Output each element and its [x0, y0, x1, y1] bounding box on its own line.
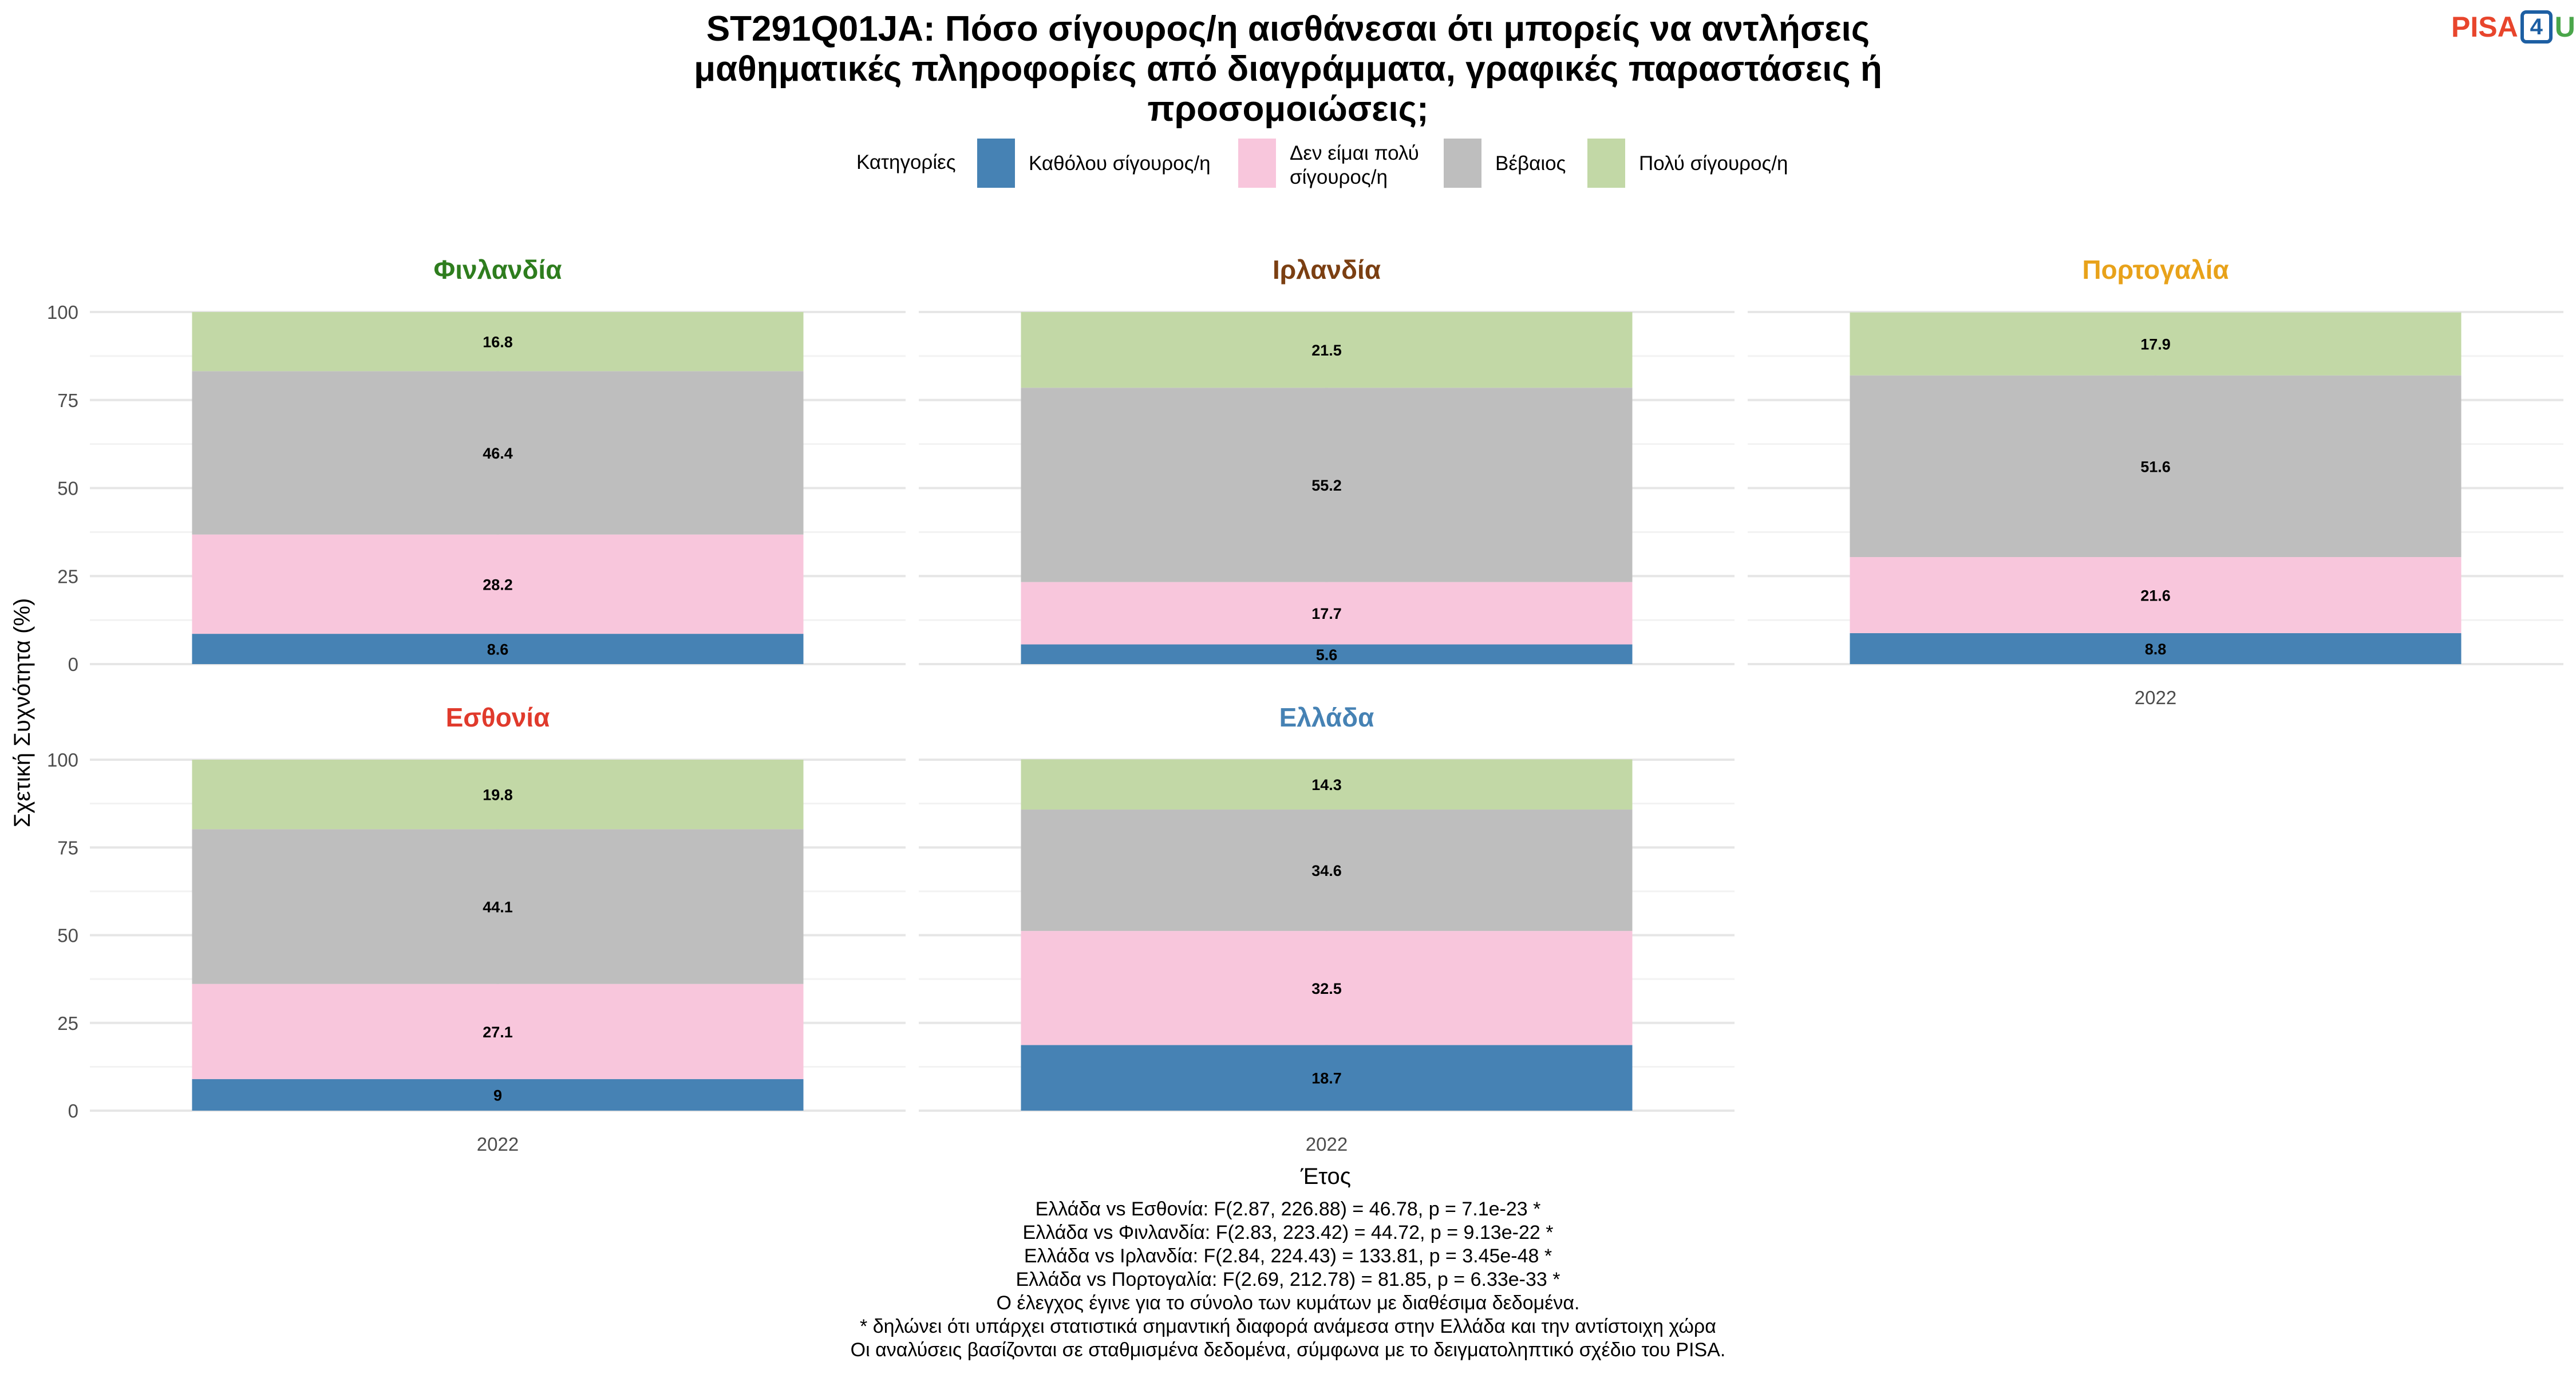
- legend-title: Κατηγορίες: [856, 151, 956, 173]
- panel-title: Πορτογαλία: [2082, 255, 2229, 285]
- bar-segment: [1850, 557, 2462, 633]
- footnote-line-7: Οι αναλύσεις βασίζονται σε σταθμισμένα δ…: [850, 1339, 1726, 1361]
- data-label: 51.6: [2140, 458, 2171, 475]
- y-tick-label: 75: [57, 390, 78, 411]
- bar-segment: [192, 984, 804, 1079]
- y-tick-label: 75: [57, 837, 78, 858]
- legend-swatch: [977, 139, 1015, 188]
- data-label: 18.7: [1311, 1070, 1342, 1087]
- legend-label: Καθόλου σίγουρος/η: [1029, 152, 1211, 175]
- data-label: 19.8: [483, 787, 513, 804]
- y-axis-title: Σχετική Συχνότητα (%): [10, 598, 35, 828]
- data-label: 27.1: [483, 1024, 513, 1041]
- x-axis-title: Έτος: [1300, 1164, 1351, 1189]
- data-label: 32.5: [1311, 980, 1342, 997]
- panel-title: Φινλανδία: [434, 255, 562, 285]
- chart-title: ST291Q01JA: Πόσο σίγουρος/η αισθάνεσαι ό…: [429, 9, 2147, 129]
- legend-swatch: [1238, 139, 1276, 188]
- data-label: 5.6: [1316, 646, 1338, 664]
- footnote-line-2: Ελλάδα vs Φινλανδία: F(2.83, 223.42) = 4…: [1022, 1222, 1554, 1243]
- y-tick-label: 0: [68, 654, 78, 675]
- pisa4u-logo: PISA 4 U: [2451, 10, 2575, 44]
- bar-segment: [1021, 931, 1633, 1045]
- legend-label: Δεν είμαι πολύ: [1290, 142, 1419, 164]
- legend-label: Βέβαιος: [1495, 152, 1566, 175]
- bar-segment: [1021, 759, 1633, 810]
- bar-segment: [192, 760, 804, 830]
- footnote-line-4: Ελλάδα vs Πορτογαλία: F(2.69, 212.78) = …: [1016, 1269, 1560, 1290]
- data-label: 21.6: [2140, 587, 2171, 604]
- data-label: 46.4: [483, 445, 513, 462]
- bar-segment: [1850, 633, 2462, 664]
- bar-segment: [192, 829, 804, 984]
- legend-label: Πολύ σίγουρος/η: [1639, 152, 1788, 175]
- panel-title: Εσθονία: [446, 702, 550, 732]
- logo-number-box: 4: [2520, 10, 2553, 44]
- data-label: 17.9: [2140, 336, 2171, 353]
- bar-segment: [192, 371, 804, 535]
- logo-text-pisa: PISA: [2451, 11, 2518, 43]
- bar-segment: [1021, 582, 1633, 645]
- data-label: 14.3: [1311, 776, 1342, 793]
- y-tick-label: 25: [57, 1013, 78, 1034]
- panel-title: Ελλάδα: [1279, 702, 1374, 732]
- chart-footnote: Ελλάδα vs Εσθονία: F(2.87, 226.88) = 46.…: [601, 1198, 1975, 1362]
- y-tick-label: 100: [47, 302, 78, 323]
- y-tick-label: 100: [47, 749, 78, 771]
- logo-text-u: U: [2554, 11, 2575, 43]
- data-label: 21.5: [1311, 342, 1342, 359]
- title-line-1: ST291Q01JA: Πόσο σίγουρος/η αισθάνεσαι ό…: [706, 9, 1870, 49]
- data-label: 28.2: [483, 576, 513, 593]
- data-label: 55.2: [1311, 477, 1342, 494]
- bar-segment: [1021, 644, 1633, 664]
- footnote-line-3: Ελλάδα vs Ιρλανδία: F(2.84, 224.43) = 13…: [1024, 1245, 1552, 1267]
- bar-segment: [1021, 388, 1633, 582]
- footnote-line-6: * δηλώνει ότι υπάρχει στατιστικά σημαντι…: [860, 1316, 1716, 1337]
- bar-segment: [1850, 375, 2462, 558]
- y-tick-label: 50: [57, 925, 78, 946]
- footnote-line-1: Ελλάδα vs Εσθονία: F(2.87, 226.88) = 46.…: [1035, 1198, 1541, 1220]
- data-label: 8.6: [487, 641, 509, 658]
- bar-segment: [1021, 312, 1633, 388]
- bar-segment: [192, 634, 804, 664]
- bar-segment: [192, 1079, 804, 1111]
- bar-segment: [1850, 312, 2462, 376]
- panel-title: Ιρλανδία: [1273, 255, 1381, 285]
- x-tick-label: 2022: [477, 1134, 519, 1155]
- footnote-line-5: Ο έλεγχος έγινε για το σύνολο των κυμάτω…: [996, 1292, 1580, 1314]
- bar-segment: [192, 312, 804, 372]
- x-tick-label: 2022: [2135, 687, 2176, 708]
- data-label: 16.8: [483, 334, 513, 351]
- bar-segment: [1021, 810, 1633, 931]
- bar-segment: [1021, 1045, 1633, 1111]
- data-label: 8.8: [2145, 641, 2167, 658]
- data-label: 34.6: [1311, 862, 1342, 879]
- y-tick-label: 0: [68, 1100, 78, 1122]
- y-tick-label: 25: [57, 566, 78, 587]
- data-label: 17.7: [1311, 605, 1342, 622]
- legend-swatch: [1444, 139, 1481, 188]
- title-line-2: μαθηματικές πληροφορίες από διαγράμματα,…: [694, 49, 1882, 89]
- x-tick-label: 2022: [1306, 1134, 1348, 1155]
- data-label: 9: [493, 1087, 502, 1104]
- legend-swatch: [1587, 139, 1625, 188]
- data-label: 44.1: [483, 899, 513, 916]
- legend-label: σίγουρος/η: [1290, 166, 1388, 188]
- title-line-3: προσομοιώσεις;: [1147, 89, 1429, 129]
- y-tick-label: 50: [57, 478, 78, 499]
- bar-segment: [192, 534, 804, 634]
